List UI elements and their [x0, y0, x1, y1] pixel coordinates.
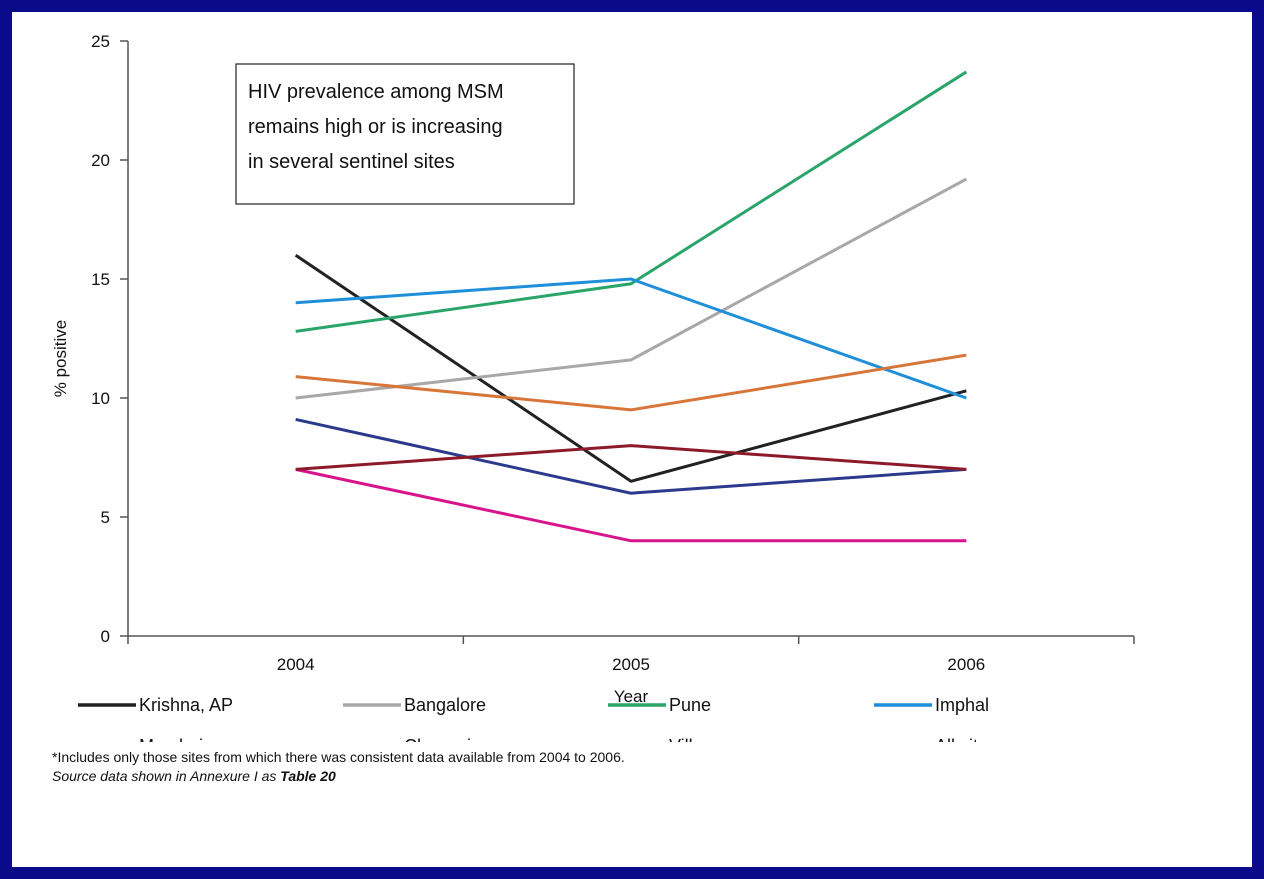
y-tick-label: 20	[91, 151, 110, 170]
legend-label: Villupuruam	[669, 736, 764, 742]
chart-panel: 0 5 10 15 20 25 % positive 2004 2005 2006 Year HI…	[12, 12, 1252, 867]
annotation-line: remains high or is increasing	[248, 116, 503, 138]
legend-item-mumbai: Mumbai	[78, 736, 203, 742]
legend-item-villupuruam: Villupuruam	[608, 736, 764, 742]
series-line-villupuruam	[296, 446, 967, 470]
y-tick-label: 0	[101, 627, 110, 646]
y-axis: 0 5 10 15 20 25 % positive	[51, 32, 128, 646]
legend-label: Mumbai	[139, 736, 203, 742]
y-axis-title: % positive	[51, 320, 70, 397]
x-tick-label: 2004	[277, 655, 315, 674]
annotation-line: in several sentinel sites	[248, 151, 455, 173]
y-tick-label: 5	[101, 508, 110, 527]
legend-item-krishna-ap: Krishna, AP	[78, 695, 233, 715]
x-tick-label: 2006	[947, 655, 985, 674]
legend-item-all-sites-average: All sites average	[874, 736, 1067, 742]
legend-label: Chennai	[404, 736, 471, 742]
legend-label: Pune	[669, 695, 711, 715]
series-line-bangalore	[296, 179, 967, 398]
y-tick-label: 25	[91, 32, 110, 51]
legend-item-imphal: Imphal	[874, 695, 989, 715]
footnote-block: *Includes only those sites from which th…	[52, 748, 625, 786]
line-chart: 0 5 10 15 20 25 % positive 2004 2005 2006 Year HI…	[12, 12, 1252, 742]
legend-label: Bangalore	[404, 695, 486, 715]
source-note: Source data shown in Annexure I as Table…	[52, 767, 625, 786]
y-tick-label: 15	[91, 270, 110, 289]
footnote-text: *Includes only those sites from which th…	[52, 748, 625, 767]
x-axis-title: Year	[614, 687, 649, 706]
legend-label: Krishna, AP	[139, 695, 233, 715]
source-prefix: Source data shown in Annexure I as	[52, 768, 280, 784]
y-tick-label: 10	[91, 389, 110, 408]
legend-label: All sites average	[935, 736, 1067, 742]
series-line-krishna-ap	[296, 255, 967, 481]
x-tick-label: 2005	[612, 655, 650, 674]
source-table: Table 20	[280, 768, 336, 784]
annotation-box: HIV prevalence among MSM remains high or …	[236, 64, 574, 204]
annotation-line: HIV prevalence among MSM	[248, 81, 504, 103]
legend-label: Imphal	[935, 695, 989, 715]
series-line-imphal	[296, 279, 967, 398]
legend-item-bangalore: Bangalore	[343, 695, 486, 715]
legend: Krishna, AP Bangalore Pune Imphal Mumbai Chen…	[78, 695, 1067, 742]
legend-item-chennai: Chennai	[343, 736, 471, 742]
